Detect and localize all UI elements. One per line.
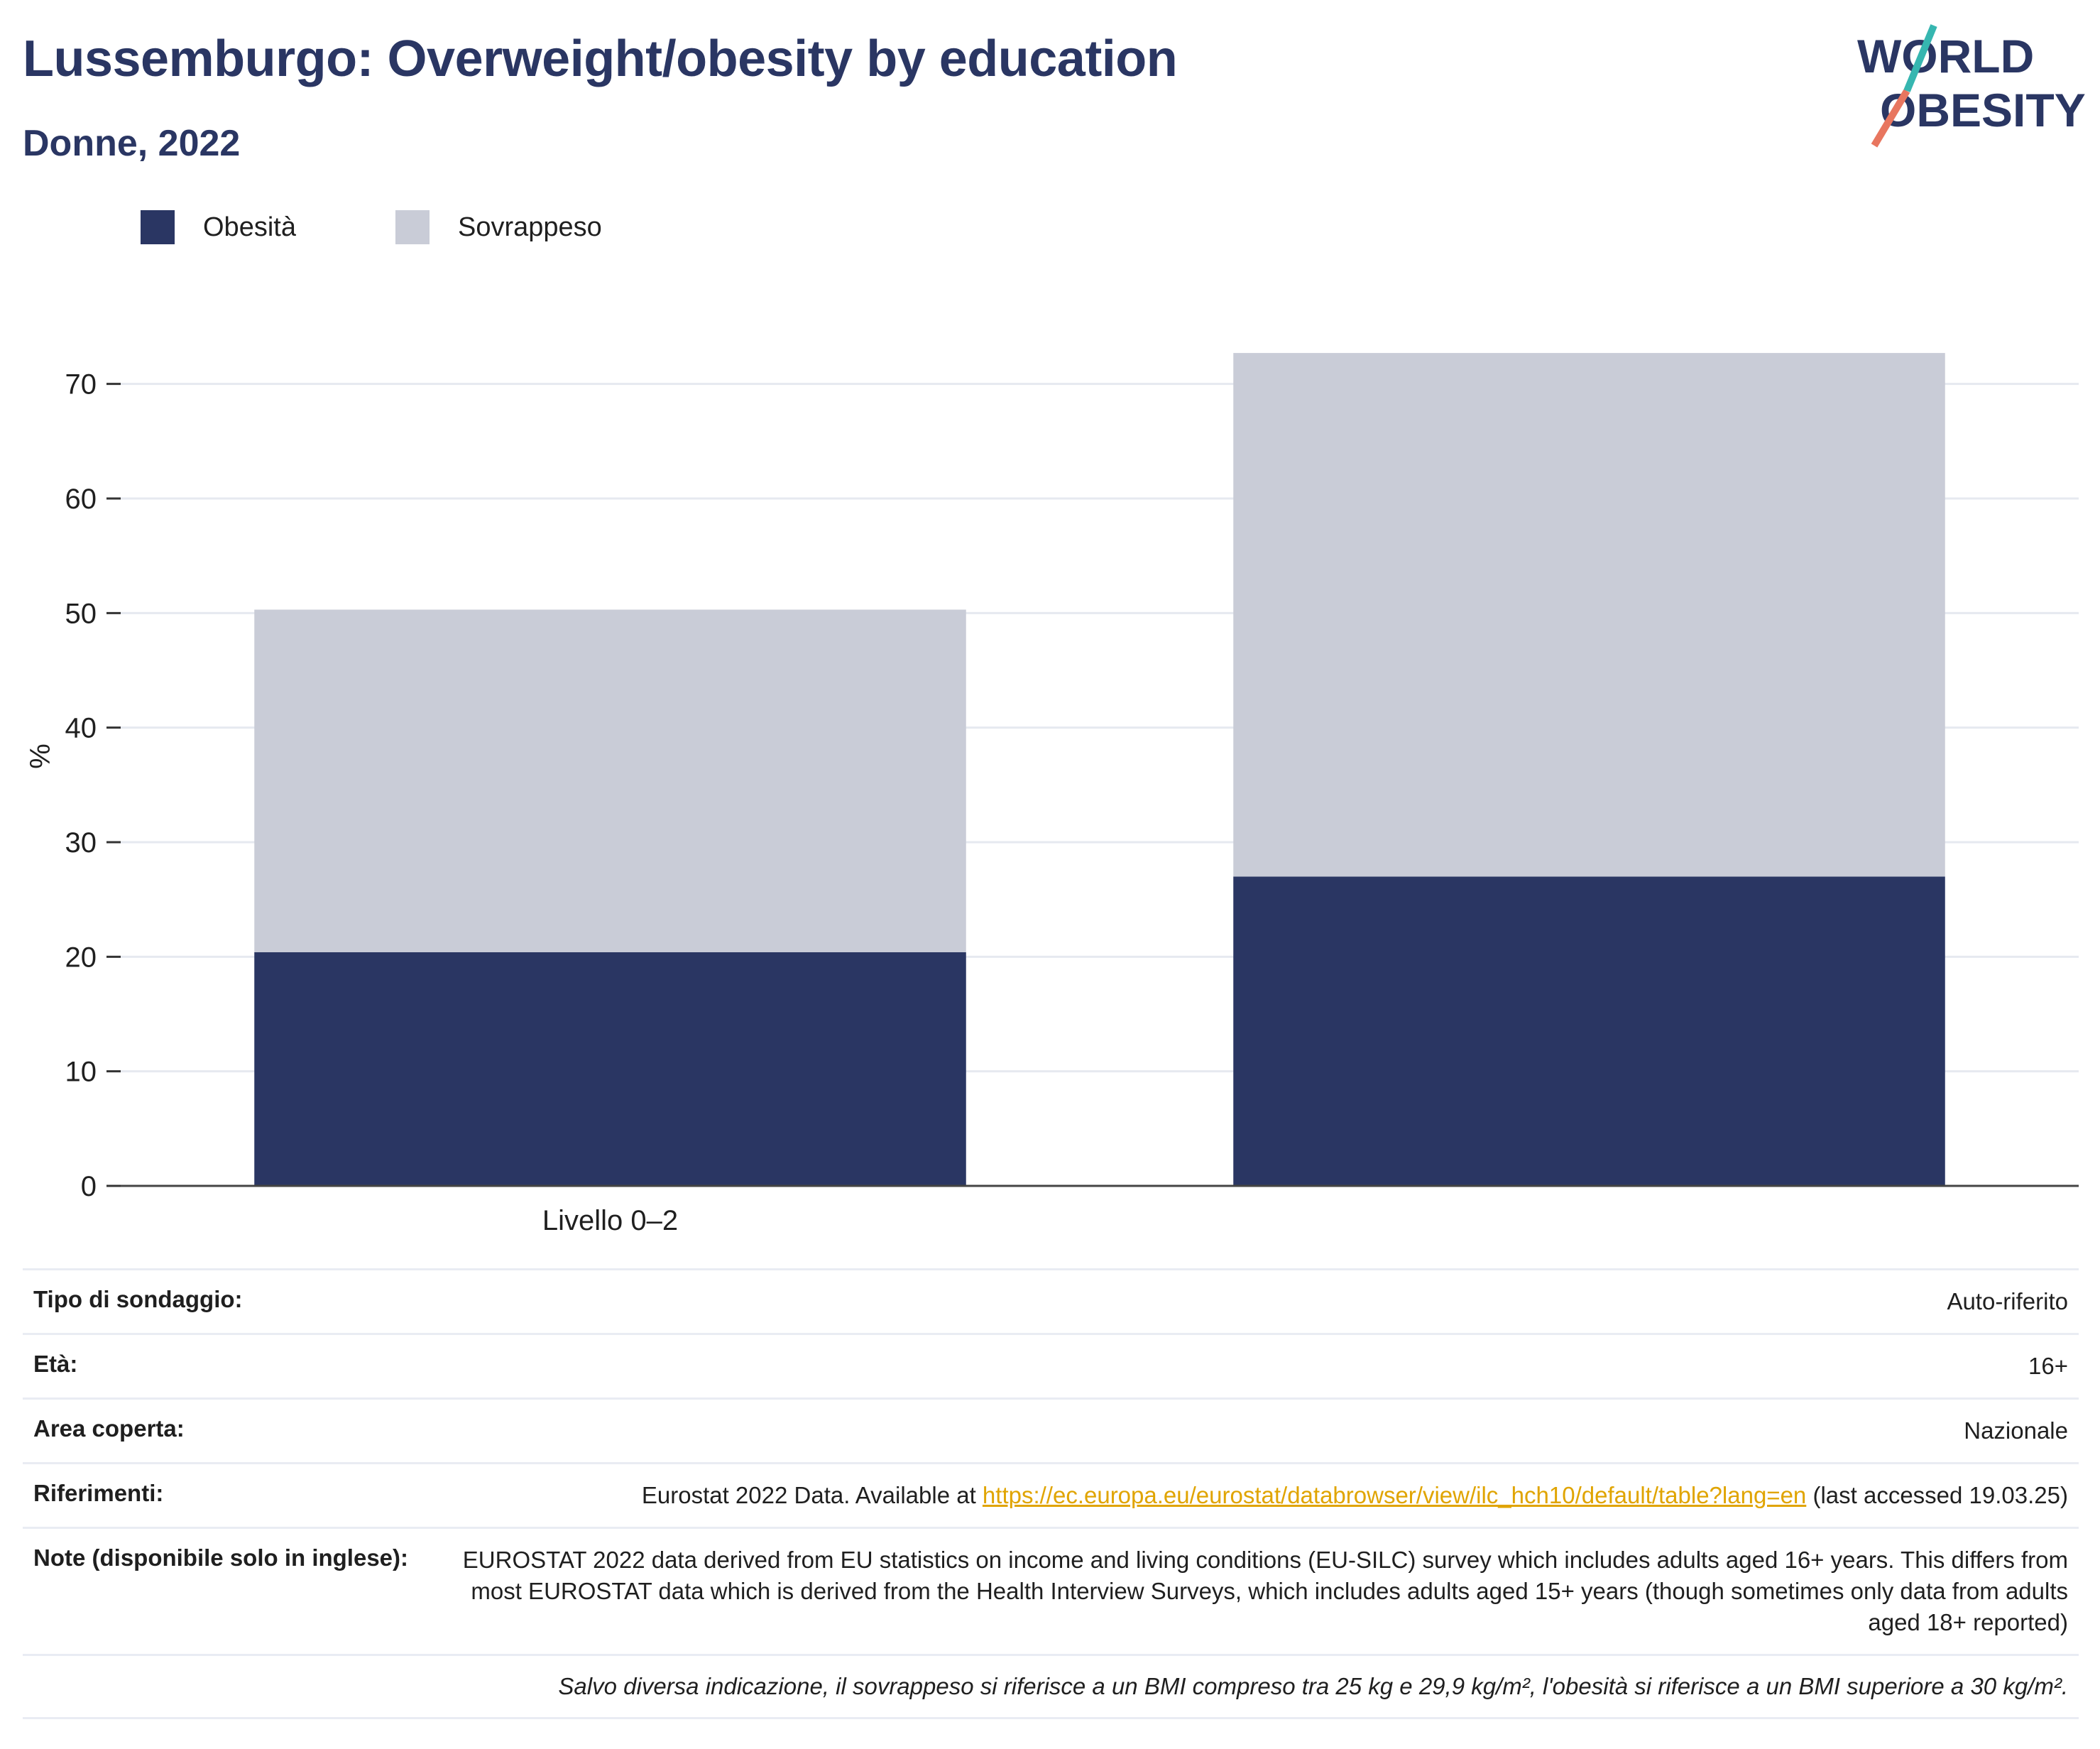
meta-row-area: Area coperta: Nazionale bbox=[23, 1397, 2079, 1462]
legend: Obesità Sovrappeso bbox=[141, 210, 701, 244]
meta-value-references: Eurostat 2022 Data. Available at https:/… bbox=[642, 1480, 2068, 1511]
meta-label-references: Riferimenti: bbox=[33, 1480, 164, 1506]
logo-line1: WORLD bbox=[1857, 30, 2034, 82]
references-prefix: Eurostat 2022 Data. Available at bbox=[641, 1482, 976, 1508]
legend-swatch-overweight bbox=[395, 210, 430, 244]
logo-slash-coral bbox=[1871, 89, 1910, 148]
legend-swatch-obesity bbox=[141, 210, 175, 244]
logo-slash-teal bbox=[1903, 24, 1937, 92]
y-tick-label: 40 bbox=[65, 713, 97, 744]
bar-chart: 0 10 20 30 40 50 60 70% Livello 0–2 bbox=[25, 353, 2079, 1236]
meta-value-area: Nazionale bbox=[1964, 1417, 2068, 1444]
legend-item-obesity[interactable]: Obesità bbox=[141, 210, 296, 244]
legend-label-overweight: Sovrappeso bbox=[457, 212, 602, 242]
meta-row-age: Età: 16+ bbox=[23, 1333, 2079, 1397]
logo-line2: OBESITY bbox=[1880, 84, 2086, 136]
meta-value-survey: Auto-riferito bbox=[1947, 1288, 2068, 1314]
legend-item-overweight[interactable]: Sovrappeso bbox=[395, 210, 602, 244]
meta-row-notes: Note (disponibile solo in inglese): EURO… bbox=[23, 1527, 2079, 1654]
y-tick-label: 30 bbox=[65, 827, 97, 859]
bar-overweight-1 bbox=[1233, 353, 1945, 877]
meta-row-survey: Tipo di sondaggio: Auto-riferito bbox=[23, 1268, 2079, 1333]
meta-value-age: 16+ bbox=[2028, 1353, 2068, 1379]
bmi-footnote: Salvo diversa indicazione, il sovrappeso… bbox=[23, 1654, 2079, 1719]
meta-row-references: Riferimenti: Eurostat 2022 Data. Availab… bbox=[23, 1462, 2079, 1527]
y-tick-label: 70 bbox=[65, 369, 97, 401]
meta-label-area: Area coperta: bbox=[33, 1415, 185, 1442]
y-tick-label: 0 bbox=[81, 1171, 97, 1202]
legend-label-obesity: Obesità bbox=[203, 212, 296, 242]
references-suffix: (last accessed 19.03.25) bbox=[1812, 1482, 2068, 1508]
references-link[interactable]: https://ec.europa.eu/eurostat/databrowse… bbox=[982, 1482, 1807, 1508]
meta-label-notes: Note (disponibile solo in inglese): bbox=[33, 1544, 409, 1571]
metadata-table: Tipo di sondaggio: Auto-riferito Età: 16… bbox=[23, 1268, 2079, 1719]
chart-subtitle: Donne, 2022 bbox=[23, 123, 241, 164]
x-tick-label: Livello 0–2 bbox=[542, 1205, 678, 1236]
y-tick-label: 10 bbox=[65, 1057, 97, 1088]
y-axis-label: % bbox=[25, 743, 56, 769]
chart-title: Lussemburgo: Overweight/obesity by educa… bbox=[23, 31, 1178, 87]
y-tick-label: 60 bbox=[65, 484, 97, 515]
bar-obesity-1 bbox=[1233, 876, 1945, 1186]
world-obesity-logo: WORLD OBESITY bbox=[1857, 24, 2086, 148]
bar-overweight-0 bbox=[254, 609, 966, 952]
y-tick-label: 50 bbox=[65, 598, 97, 629]
meta-label-age: Età: bbox=[33, 1351, 78, 1377]
meta-value-notes: EUROSTAT 2022 data derived from EU stati… bbox=[462, 1547, 2068, 1635]
bar-obesity-0 bbox=[254, 952, 966, 1186]
meta-label-survey: Tipo di sondaggio: bbox=[33, 1286, 243, 1312]
y-tick-label: 20 bbox=[65, 942, 97, 973]
